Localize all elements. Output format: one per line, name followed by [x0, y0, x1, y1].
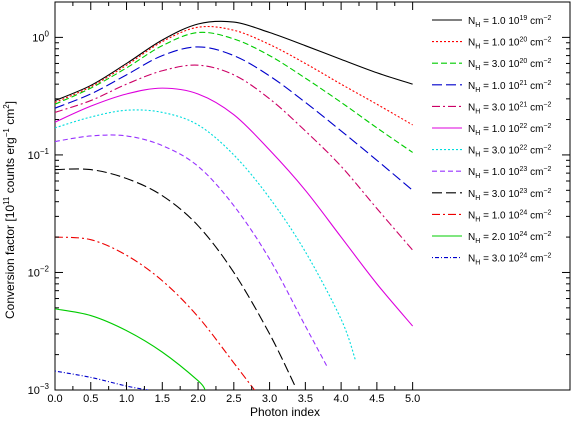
series-line-2 [55, 25, 413, 126]
x-tick-label: 0.5 [83, 393, 98, 405]
series-line-3 [55, 31, 413, 153]
series-line-5 [55, 64, 414, 251]
series-line-6 [55, 87, 414, 327]
x-tick-label: 2.5 [226, 393, 241, 405]
legend-label-9: NH = 3.0 1023 cm−2 [468, 188, 551, 202]
y-tick-label: 10−2 [28, 264, 50, 279]
legend-label-7: NH = 3.0 1022 cm−2 [468, 145, 551, 159]
legend-label-6: NH = 1.0 1022 cm−2 [468, 123, 551, 137]
y-tick-label: 100 [32, 29, 49, 44]
x-tick-label: 1.5 [155, 393, 170, 405]
plot-border [54, 1, 571, 391]
series-line-8 [55, 134, 328, 367]
series-line-7 [55, 109, 356, 361]
series-layer [55, 20, 414, 390]
x-tick-label: 5.0 [405, 393, 420, 405]
legend-label-3: NH = 3.0 1020 cm−2 [468, 58, 551, 72]
legend-label-12: NH = 3.0 1024 cm−2 [468, 253, 551, 267]
legend-label-5: NH = 3.0 1021 cm−2 [468, 101, 551, 115]
x-axis-title: Photon index [250, 405, 320, 419]
axis-layer: 0.0 0.5 1.0 1.5 2.0 2.5 3.0 3.5 4.0 4.5 5.0 10−3 10−… [28, 1, 570, 405]
legend-label-8: NH = 1.0 1023 cm−2 [468, 166, 551, 180]
legend-label-2: NH = 1.0 1020 cm−2 [468, 37, 551, 51]
legend-label-11: NH = 2.0 1024 cm−2 [468, 231, 551, 245]
series-line-9 [55, 168, 296, 386]
y-tick-label: 10−3 [28, 382, 50, 397]
x-tick-label: 1.0 [119, 393, 134, 405]
legend-label-10: NH = 1.0 1024 cm−2 [468, 209, 551, 223]
legend-label-1: NH = 1.0 1019 cm−2 [468, 15, 551, 29]
y-tick-label: 10−1 [28, 147, 50, 162]
y-axis-title: Conversion factor [1011 counts erg−1 cm2… [2, 101, 17, 319]
x-tick-label: 4.5 [369, 393, 384, 405]
legend-label-4: NH = 1.0 1021 cm−2 [468, 80, 551, 94]
x-tick-label: 0.0 [47, 393, 62, 405]
legend: NH = 1.0 1019 cm−2 NH = 1.0 1020 cm−2 NH =… [432, 15, 551, 267]
series-line-4 [55, 46, 413, 191]
series-line-10 [55, 236, 256, 390]
series-line-1 [55, 20, 413, 102]
x-tick-label: 2.0 [190, 393, 205, 405]
x-tick-label: 3.0 [262, 393, 277, 405]
x-tick-label: 3.5 [298, 393, 313, 405]
x-tick-label: 4.0 [333, 393, 348, 405]
series-line-12 [55, 370, 149, 390]
series-line-11 [55, 308, 206, 390]
plot-frame [54, 1, 571, 391]
